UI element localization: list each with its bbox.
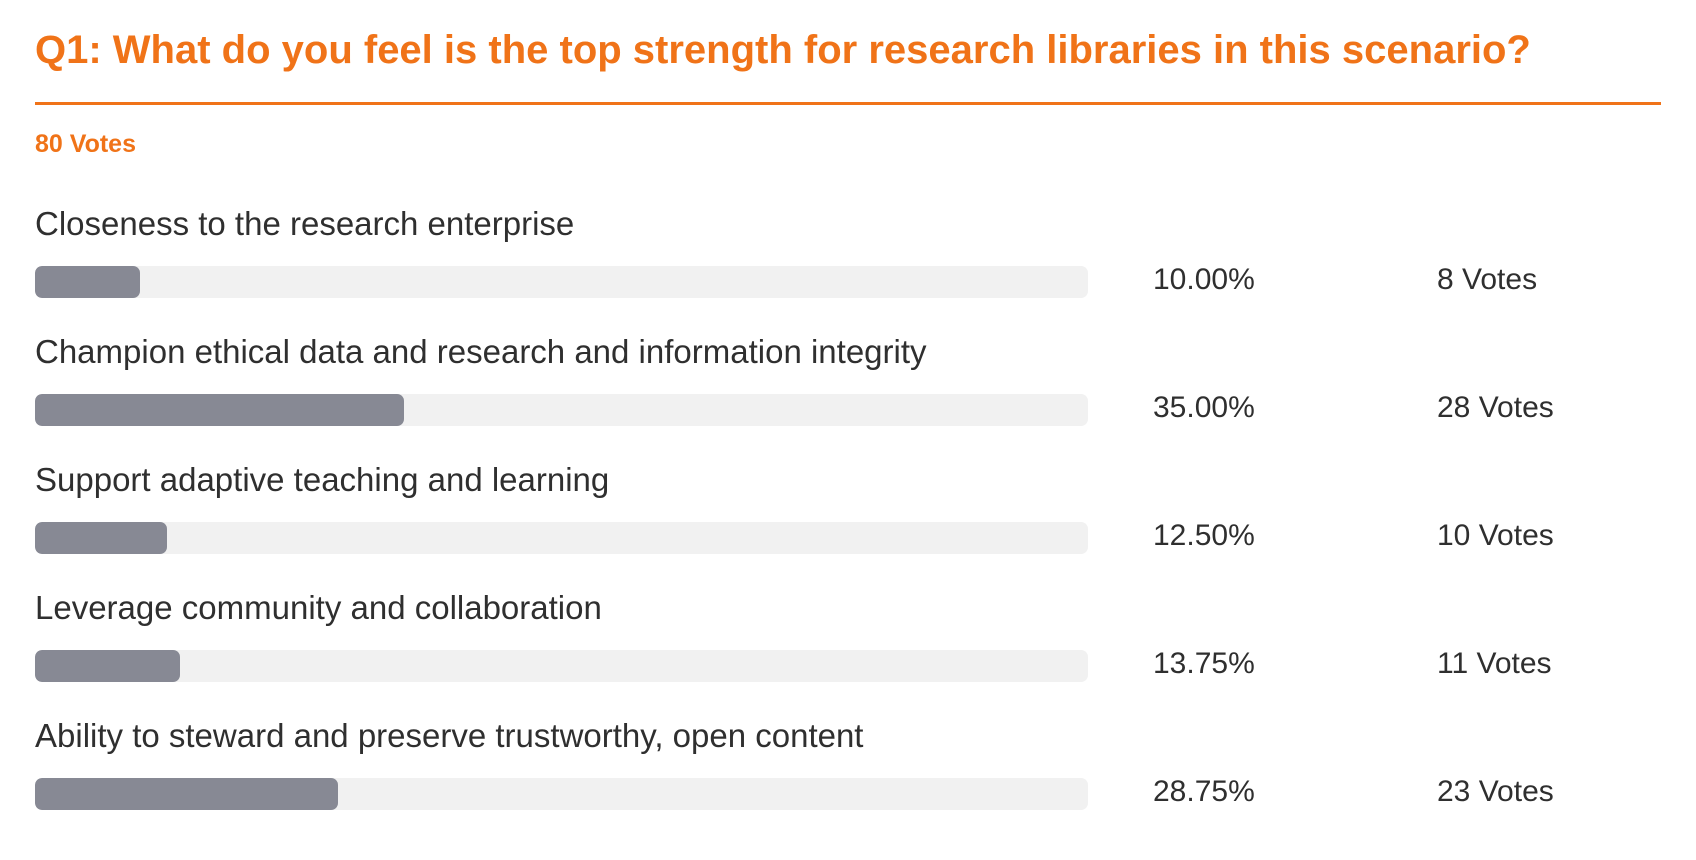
option-bar [35,394,404,426]
option-bar-track [35,778,1088,810]
option-label: Champion ethical data and research and i… [35,333,927,370]
title-divider [35,102,1661,105]
option-bar [35,778,338,810]
option-percent: 35.00% [1153,391,1255,424]
option-vote-count: 23 Votes [1437,775,1554,808]
poll-title: Q1: What do you feel is the top strength… [35,28,1531,72]
option-vote-count: 10 Votes [1437,519,1554,552]
option-bar-track [35,650,1088,682]
option-bar [35,650,180,682]
option-percent: 12.50% [1153,519,1255,552]
option-bar-track [35,266,1088,298]
total-votes-label: 80 Votes [35,130,136,158]
option-vote-count: 8 Votes [1437,263,1538,296]
option-percent: 28.75% [1153,775,1255,808]
option-label: Ability to steward and preserve trustwor… [35,717,864,754]
option-bar [35,266,140,298]
option-vote-count: 11 Votes [1437,647,1552,680]
option-bar [35,522,167,554]
option-label: Closeness to the research enterprise [35,205,575,242]
option-percent: 13.75% [1153,647,1255,680]
option-vote-count: 28 Votes [1437,391,1554,424]
option-label: Support adaptive teaching and learning [35,461,610,498]
option-percent: 10.00% [1153,263,1255,296]
option-bar-track [35,522,1088,554]
option-bar-track [35,394,1088,426]
option-label: Leverage community and collaboration [35,589,602,626]
